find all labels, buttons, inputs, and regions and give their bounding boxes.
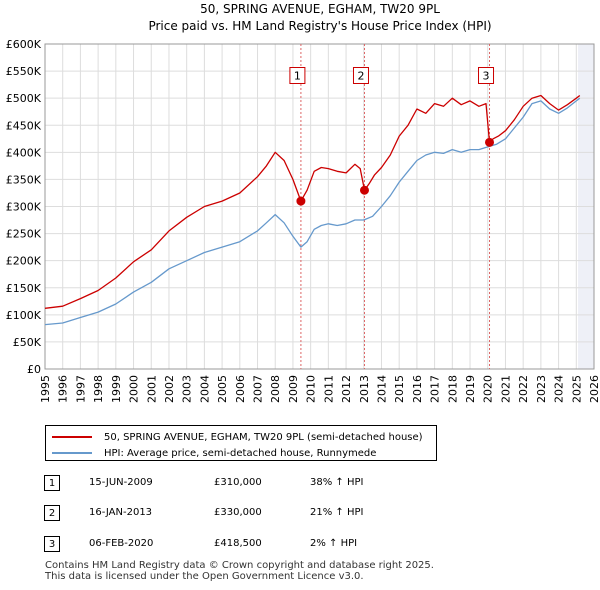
- marker-label: 1: [294, 70, 301, 83]
- x-tick-label: 2007: [252, 375, 265, 403]
- x-tick-label: 1997: [74, 375, 87, 403]
- x-tick-label: 2024: [553, 375, 566, 403]
- y-tick-label: £500K: [6, 92, 42, 105]
- table-row: 2 16-JAN-2013 £330,000 21% ↑ HPI: [44, 505, 404, 523]
- x-tick-label: 2015: [393, 375, 406, 403]
- transaction-date: 15-JUN-2009: [89, 477, 153, 488]
- x-tick-label: 2010: [305, 375, 318, 403]
- legend-line-blue: [52, 452, 92, 454]
- chart-subtitle: Price paid vs. HM Land Registry's House …: [148, 19, 491, 33]
- y-tick-label: £200K: [6, 255, 42, 268]
- x-tick-label: 2018: [446, 375, 459, 403]
- x-tick-label: 1998: [92, 375, 105, 403]
- y-tick-label: £450K: [6, 119, 42, 132]
- x-tick-label: 2021: [499, 375, 512, 403]
- legend-item-property: 50, SPRING AVENUE, EGHAM, TW20 9PL (semi…: [52, 429, 423, 445]
- x-tick-label: 2000: [128, 375, 141, 403]
- transaction-date: 06-FEB-2020: [89, 538, 154, 549]
- x-tick-label: 2002: [163, 375, 176, 403]
- transaction-hpi: 2% ↑ HPI: [310, 538, 358, 549]
- hpi-series-line: [44, 97, 581, 326]
- transaction-date: 16-JAN-2013: [89, 507, 153, 518]
- transaction-number: 3: [44, 536, 60, 552]
- x-tick-label: 2016: [411, 375, 424, 403]
- x-tick-label: 2025: [570, 375, 583, 403]
- footer-copyright: Contains HM Land Registry data © Crown c…: [45, 560, 434, 571]
- x-tick-label: 2008: [269, 375, 282, 403]
- marker-label-box: [478, 67, 495, 84]
- table-row: 1 15-JUN-2009 £310,000 38% ↑ HPI: [44, 475, 404, 493]
- x-tick-label: 2003: [181, 375, 194, 403]
- sale-marker: [359, 185, 369, 195]
- y-tick-label: £250K: [6, 228, 42, 241]
- x-tick-label: 1995: [39, 375, 52, 403]
- x-tick-label: 2012: [340, 375, 353, 403]
- x-tick-label: 2017: [429, 375, 442, 403]
- x-tick-label: 2022: [517, 375, 530, 403]
- y-tick-label: £0: [27, 363, 41, 376]
- marker-label: 3: [483, 70, 490, 83]
- x-tick-label: 2020: [482, 375, 495, 403]
- x-tick-label: 2005: [216, 375, 229, 403]
- marker-label-box: [289, 67, 306, 84]
- footer: Contains HM Land Registry data © Crown c…: [45, 560, 434, 582]
- y-tick-label: £150K: [6, 282, 42, 295]
- transaction-hpi: 38% ↑ HPI: [310, 477, 364, 488]
- x-tick-label: 2013: [358, 375, 371, 403]
- x-tick-label: 2011: [322, 375, 335, 403]
- x-tick-label: 2023: [535, 375, 548, 403]
- table-row: 3 06-FEB-2020 £418,500 2% ↑ HPI: [44, 536, 404, 554]
- x-tick-label: 1996: [57, 375, 70, 403]
- y-tick-label: £350K: [6, 173, 42, 186]
- transaction-price: £330,000: [214, 507, 262, 518]
- marker-label: 2: [357, 70, 364, 83]
- chart-legend: 50, SPRING AVENUE, EGHAM, TW20 9PL (semi…: [45, 425, 437, 461]
- transaction-price: £310,000: [214, 477, 262, 488]
- plot-frame: [44, 43, 595, 370]
- property-series-line: [44, 94, 581, 309]
- x-tick-label: 2001: [145, 375, 158, 403]
- sale-marker: [485, 137, 495, 147]
- y-tick-label: £100K: [6, 309, 42, 322]
- legend-item-hpi: HPI: Average price, semi-detached house,…: [52, 445, 376, 461]
- transaction-price: £418,500: [214, 538, 262, 549]
- x-tick-label: 2004: [198, 375, 211, 403]
- x-tick-label: 2019: [464, 375, 477, 403]
- x-tick-label: 2014: [375, 375, 388, 403]
- sale-marker: [296, 196, 306, 206]
- x-tick-label: 2009: [287, 375, 300, 403]
- transaction-number: 1: [44, 475, 60, 491]
- legend-line-red: [52, 436, 92, 438]
- legend-label-property: 50, SPRING AVENUE, EGHAM, TW20 9PL (semi…: [104, 431, 423, 443]
- y-tick-label: £400K: [6, 146, 42, 159]
- x-tick-label: 2006: [234, 375, 247, 403]
- marker-label-box: [352, 67, 369, 84]
- chart-title: 50, SPRING AVENUE, EGHAM, TW20 9PL: [200, 2, 440, 16]
- transaction-hpi: 21% ↑ HPI: [310, 507, 364, 518]
- y-tick-label: £600K: [6, 38, 42, 51]
- footer-licence: This data is licensed under the Open Gov…: [45, 571, 364, 582]
- y-tick-label: £550K: [6, 65, 42, 78]
- y-tick-label: £300K: [6, 201, 42, 214]
- x-tick-label: 2026: [588, 375, 600, 403]
- transaction-number: 2: [44, 505, 60, 521]
- y-tick-label: £50K: [13, 336, 42, 349]
- legend-label-hpi: HPI: Average price, semi-detached house,…: [104, 447, 377, 459]
- price-chart: 50, SPRING AVENUE, EGHAM, TW20 9PL Price…: [6, 2, 600, 403]
- x-tick-label: 1999: [110, 375, 123, 403]
